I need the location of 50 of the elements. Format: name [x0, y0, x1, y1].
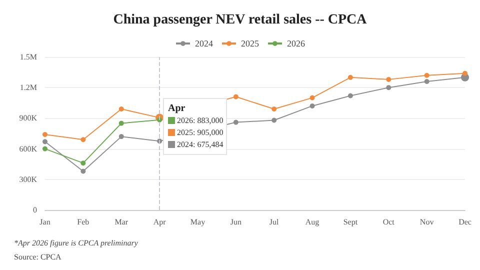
x-tick-label: Sept — [343, 218, 358, 226]
point — [386, 76, 392, 82]
x-tick-label: Dec — [458, 218, 472, 226]
annotation: 2024: 675,484 — [177, 140, 224, 149]
x-tick-label: Apr — [153, 218, 166, 226]
point — [118, 106, 124, 112]
point — [118, 134, 124, 140]
point — [80, 137, 86, 142]
point — [272, 106, 277, 112]
point — [272, 118, 277, 123]
y-tick-label: 900K — [19, 114, 38, 123]
point — [80, 168, 86, 174]
point — [42, 132, 48, 138]
point — [42, 146, 48, 152]
x-tick-label: Mar — [114, 218, 128, 226]
x-tick-label: Nov — [420, 218, 434, 226]
point — [424, 78, 430, 84]
point — [233, 120, 238, 125]
point — [348, 93, 353, 98]
annotation: 2025: 905,000 — [177, 128, 224, 137]
point — [348, 74, 353, 80]
chart-title: China passenger NEV retail sales -- CPCA — [113, 12, 368, 28]
point — [118, 120, 124, 126]
y-tick-label: 1.2M — [20, 83, 37, 92]
x-tick-label: Jun — [230, 218, 242, 226]
y-tick-label: 0 — [33, 206, 37, 214]
point — [80, 160, 86, 166]
y-tick-label: 1.5M — [20, 52, 37, 62]
x-tick-label: Jul — [269, 218, 280, 226]
y-tick-label: 600K — [19, 144, 38, 154]
annotation: 2026: 883,000 — [177, 116, 224, 125]
point — [386, 85, 392, 90]
annotation: Apr — [168, 102, 186, 115]
point — [424, 72, 430, 78]
source-note: Source: CPCA — [14, 252, 62, 262]
point — [310, 95, 315, 100]
legend-label: 2024 — [195, 38, 214, 48]
y-tick-label: 300K — [19, 174, 38, 184]
point — [462, 70, 468, 76]
point — [233, 94, 238, 100]
point — [42, 139, 48, 144]
legend-label: 2026 — [287, 38, 306, 48]
x-tick-label: May — [190, 218, 206, 226]
x-tick-label: Jan — [40, 218, 50, 226]
x-tick-label: Feb — [77, 218, 90, 226]
text: *Apr 2026 figure is CPCA preliminary — [14, 238, 138, 248]
point — [310, 103, 315, 108]
legend-label: 2025 — [241, 38, 260, 48]
x-tick-label: Oct — [382, 218, 396, 226]
x-tick-label: Aug — [305, 218, 320, 226]
